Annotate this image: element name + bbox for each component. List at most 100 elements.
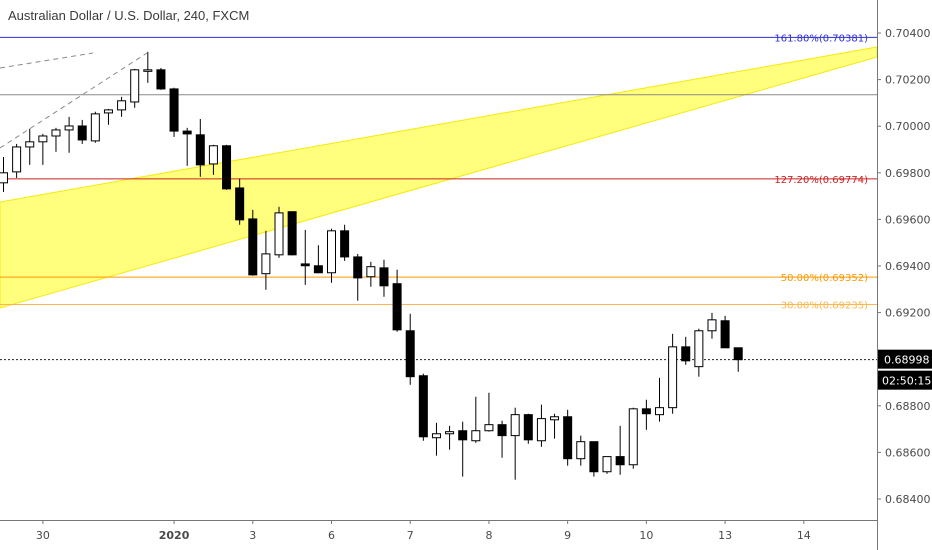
- price-tick-label: 0.69800: [885, 167, 931, 180]
- candle-body: [261, 253, 271, 275]
- time-tick-label: 10: [639, 529, 653, 542]
- candle-body: [536, 418, 546, 442]
- last-price-badge: [878, 349, 932, 369]
- price-tick-label: 0.68800: [885, 400, 931, 413]
- candle[interactable]: [431, 422, 441, 456]
- candle-body: [589, 441, 599, 473]
- candle[interactable]: [222, 144, 232, 190]
- candle[interactable]: [484, 392, 494, 432]
- candle[interactable]: [694, 328, 704, 377]
- candle[interactable]: [405, 313, 415, 385]
- candle[interactable]: [182, 127, 192, 166]
- candle[interactable]: [248, 209, 258, 276]
- candle[interactable]: [602, 456, 612, 474]
- candle-body: [458, 430, 468, 441]
- candle-body: [602, 456, 612, 473]
- candle[interactable]: [392, 269, 402, 332]
- candle-body: [431, 433, 441, 439]
- candle[interactable]: [90, 111, 100, 143]
- countdown-badge: [878, 370, 932, 390]
- candle-body: [38, 135, 48, 143]
- dashed-trendline[interactable]: [0, 52, 94, 69]
- candle[interactable]: [0, 156, 8, 192]
- candle-body: [720, 320, 730, 349]
- candle[interactable]: [169, 87, 179, 137]
- candle-body: [248, 218, 258, 276]
- dashed-trendline[interactable]: [0, 52, 148, 149]
- candle[interactable]: [12, 143, 22, 178]
- candle-body: [655, 407, 664, 416]
- candle[interactable]: [117, 96, 127, 117]
- candle[interactable]: [51, 127, 61, 152]
- candle-body: [274, 212, 284, 256]
- candle-body: [510, 414, 520, 437]
- candle-body: [117, 100, 127, 111]
- candle[interactable]: [576, 435, 586, 466]
- time-tick-label: 3: [249, 529, 256, 542]
- candle[interactable]: [103, 108, 113, 125]
- candle-body: [0, 172, 8, 184]
- candle[interactable]: [589, 441, 599, 477]
- candle[interactable]: [77, 119, 87, 144]
- candle[interactable]: [563, 409, 573, 466]
- candle-body: [77, 125, 87, 141]
- candle[interactable]: [208, 144, 218, 175]
- price-axis[interactable]: [877, 0, 932, 550]
- candle[interactable]: [523, 413, 533, 444]
- candle[interactable]: [707, 312, 717, 339]
- candle[interactable]: [379, 259, 389, 297]
- candle-body: [694, 330, 704, 368]
- candle[interactable]: [628, 407, 638, 469]
- candle[interactable]: [25, 128, 35, 165]
- candle[interactable]: [536, 404, 546, 447]
- candle-body: [287, 211, 297, 256]
- candle[interactable]: [313, 245, 323, 274]
- candle-body: [169, 88, 179, 132]
- candle-body: [327, 230, 336, 274]
- candle[interactable]: [471, 396, 481, 443]
- candle[interactable]: [615, 425, 625, 475]
- candle[interactable]: [130, 68, 140, 108]
- candle[interactable]: [655, 377, 664, 422]
- candle-body: [25, 141, 35, 148]
- candle[interactable]: [418, 373, 428, 441]
- price-tick-label: 0.68600: [885, 446, 931, 459]
- candle[interactable]: [720, 315, 730, 349]
- candle[interactable]: [733, 347, 743, 372]
- candle[interactable]: [156, 67, 166, 90]
- candle[interactable]: [366, 261, 376, 287]
- candle[interactable]: [287, 211, 297, 256]
- candle[interactable]: [261, 230, 271, 290]
- candle[interactable]: [38, 133, 48, 165]
- candle[interactable]: [510, 407, 520, 480]
- candle[interactable]: [641, 399, 651, 430]
- candle[interactable]: [550, 413, 560, 439]
- candle[interactable]: [195, 118, 205, 177]
- candle[interactable]: [668, 333, 678, 414]
- candle-body: [195, 134, 205, 166]
- price-tick-label: 0.70200: [885, 74, 931, 87]
- candle-body: [379, 267, 389, 287]
- candle[interactable]: [274, 206, 284, 258]
- candle[interactable]: [681, 336, 691, 365]
- time-tick-label: 9: [564, 529, 571, 542]
- candle[interactable]: [353, 253, 363, 301]
- candle[interactable]: [300, 229, 310, 285]
- candle[interactable]: [497, 420, 507, 458]
- candle[interactable]: [340, 224, 350, 261]
- candle[interactable]: [235, 178, 245, 225]
- candle[interactable]: [445, 425, 455, 450]
- candle[interactable]: [64, 116, 74, 153]
- price-tick-label: 0.69400: [885, 260, 931, 273]
- price-tick-label: 0.69600: [885, 213, 931, 226]
- candle[interactable]: [327, 228, 336, 283]
- price-tick-label: 0.69200: [885, 307, 931, 320]
- time-axis[interactable]: [0, 520, 877, 550]
- last-price-label: 0.68998: [884, 354, 930, 367]
- candle-body: [418, 375, 428, 438]
- candle[interactable]: [143, 51, 153, 83]
- candle[interactable]: [458, 421, 468, 477]
- candle-body: [103, 109, 113, 114]
- candle-body: [563, 416, 573, 460]
